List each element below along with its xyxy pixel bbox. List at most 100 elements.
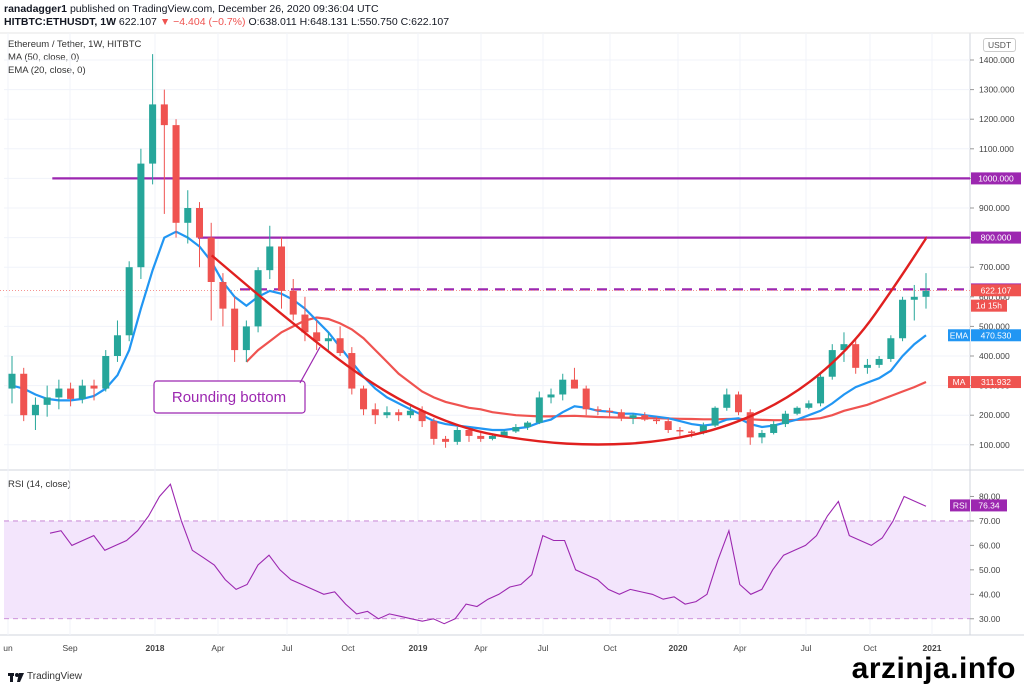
candle-body[interactable] bbox=[67, 388, 75, 399]
indicator-value-label: 311.932 bbox=[981, 377, 1011, 387]
candle-body[interactable] bbox=[899, 299, 907, 339]
candle-body[interactable] bbox=[887, 338, 895, 359]
candle-body[interactable] bbox=[219, 282, 227, 309]
candle-body[interactable] bbox=[383, 412, 391, 416]
candle-body[interactable] bbox=[160, 104, 168, 126]
candle-body[interactable] bbox=[43, 397, 51, 405]
candle-body[interactable] bbox=[254, 270, 262, 327]
candle-body[interactable] bbox=[840, 344, 848, 351]
candle-body[interactable] bbox=[453, 430, 461, 442]
candle-body[interactable] bbox=[852, 344, 860, 368]
candle-body[interactable] bbox=[699, 425, 707, 433]
candle-body[interactable] bbox=[734, 394, 743, 413]
candle-body[interactable] bbox=[477, 435, 485, 439]
candle-body[interactable] bbox=[547, 394, 555, 398]
candle-body[interactable] bbox=[172, 125, 180, 223]
candle-body[interactable] bbox=[430, 421, 438, 439]
candle-body[interactable] bbox=[289, 290, 297, 315]
candle-body[interactable] bbox=[336, 338, 344, 354]
candle-body[interactable] bbox=[863, 364, 871, 368]
candle-body[interactable] bbox=[55, 388, 63, 398]
candle-body[interactable] bbox=[500, 431, 508, 436]
price-chart[interactable]: 1400.000 1300.000 1200.000 1100.000 1000.000… bbox=[0, 0, 1024, 660]
candle-body[interactable] bbox=[149, 104, 157, 164]
candle-body[interactable] bbox=[125, 267, 133, 336]
candle-body[interactable] bbox=[582, 388, 590, 410]
price-tick-label: 900.000 bbox=[979, 203, 1010, 213]
candle-body[interactable] bbox=[277, 246, 286, 291]
price-tag-label: 622.107 bbox=[981, 285, 1012, 295]
candle-body[interactable] bbox=[723, 394, 731, 408]
candle-body[interactable] bbox=[746, 412, 754, 438]
candle-body[interactable] bbox=[301, 314, 309, 333]
candle-body[interactable] bbox=[664, 421, 672, 430]
candle-body[interactable] bbox=[629, 415, 637, 419]
candle-body[interactable] bbox=[313, 332, 321, 342]
rsi-band bbox=[4, 520, 970, 619]
candle-body[interactable] bbox=[78, 385, 86, 399]
candle-body[interactable] bbox=[711, 407, 719, 426]
candle-body[interactable] bbox=[137, 163, 145, 268]
candle-body[interactable] bbox=[641, 415, 649, 420]
candle-body[interactable] bbox=[184, 208, 192, 223]
rsi-value-tag bbox=[971, 499, 1007, 512]
candle-body[interactable] bbox=[817, 376, 825, 404]
candle-body[interactable] bbox=[442, 438, 450, 442]
time-tick-label: Jul bbox=[282, 643, 293, 653]
candle-body[interactable] bbox=[90, 385, 98, 389]
time-tick-label: Sep bbox=[62, 643, 77, 653]
time-tick-label: Apr bbox=[733, 643, 746, 653]
price-tick-label: 600.000 bbox=[979, 292, 1010, 302]
price-tick-label: 1100.000 bbox=[979, 144, 1014, 154]
symbol-line: HITBTC:ETHUSDT, 1W 622.107 ▼ −4.404 (−0.… bbox=[4, 16, 449, 28]
candle-body[interactable] bbox=[535, 397, 543, 423]
rounding-bottom-curve[interactable] bbox=[210, 236, 928, 446]
rsi-name-tag bbox=[950, 499, 970, 512]
candle-body[interactable] bbox=[875, 358, 883, 365]
candle-body[interactable] bbox=[8, 373, 16, 389]
candle-body[interactable] bbox=[207, 237, 215, 282]
candle-body[interactable] bbox=[559, 379, 567, 395]
candle-body[interactable] bbox=[781, 413, 789, 425]
candle-body[interactable] bbox=[266, 246, 274, 271]
candle-body[interactable] bbox=[676, 430, 684, 432]
candle-body[interactable] bbox=[113, 335, 121, 356]
candle-body[interactable] bbox=[242, 326, 250, 351]
candle-body[interactable] bbox=[102, 356, 110, 389]
indicator-value-tag bbox=[971, 329, 1021, 342]
footer: TradingView bbox=[8, 671, 82, 682]
candle-body[interactable] bbox=[617, 412, 625, 419]
annotation-box[interactable] bbox=[153, 380, 306, 414]
candle-body[interactable] bbox=[594, 409, 602, 411]
candle-body[interactable] bbox=[395, 412, 403, 416]
indicator-value-label: 470.530 bbox=[981, 330, 1012, 340]
candle-body[interactable] bbox=[348, 353, 356, 389]
candle-body[interactable] bbox=[570, 379, 578, 389]
candle-body[interactable] bbox=[758, 432, 766, 438]
candle-body[interactable] bbox=[688, 431, 696, 433]
candle-body[interactable] bbox=[20, 373, 28, 416]
candle-body[interactable] bbox=[606, 410, 614, 413]
candle-body[interactable] bbox=[488, 435, 496, 439]
tradingview-brand: TradingView bbox=[27, 671, 83, 682]
rsi-line[interactable] bbox=[49, 483, 927, 625]
candle-body[interactable] bbox=[324, 338, 332, 342]
candle-body[interactable] bbox=[524, 422, 532, 428]
candle-body[interactable] bbox=[231, 308, 239, 351]
candle-body[interactable] bbox=[418, 410, 426, 422]
candle-body[interactable] bbox=[922, 290, 930, 297]
candle-body[interactable] bbox=[371, 409, 379, 416]
candle-body[interactable] bbox=[195, 208, 204, 238]
candle-body[interactable] bbox=[770, 424, 778, 433]
candle-body[interactable] bbox=[793, 407, 801, 414]
candle-body[interactable] bbox=[360, 388, 368, 410]
currency-badge[interactable]: USDT bbox=[983, 38, 1017, 52]
candle-body[interactable] bbox=[805, 403, 813, 408]
candle-body[interactable] bbox=[31, 404, 39, 416]
candle-body[interactable] bbox=[910, 296, 918, 300]
candle-body[interactable] bbox=[465, 430, 473, 436]
candle-body[interactable] bbox=[406, 410, 414, 416]
candle-body[interactable] bbox=[512, 427, 520, 432]
candle-body[interactable] bbox=[652, 419, 661, 422]
time-tick-label: Jul bbox=[801, 643, 812, 653]
